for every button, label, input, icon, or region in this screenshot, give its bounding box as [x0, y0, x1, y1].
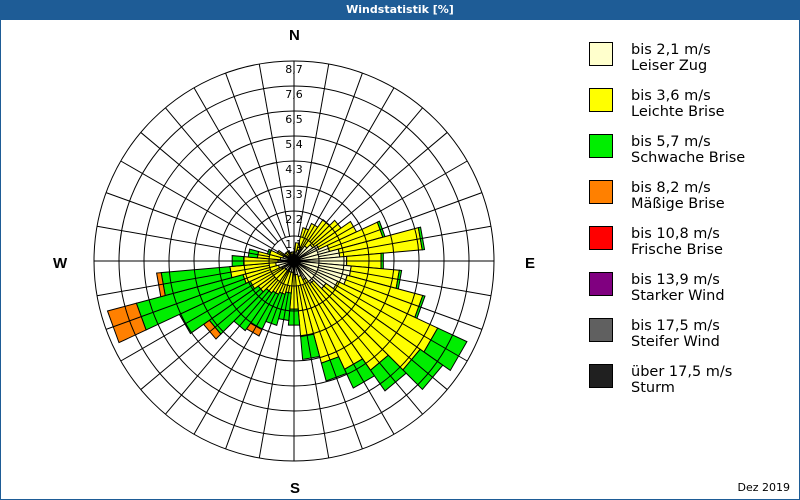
chart-title: Windstatistik [%]: [0, 0, 800, 20]
period-label: Dez 2019: [737, 481, 790, 494]
grid-spoke: [302, 284, 363, 450]
grid-spoke: [312, 132, 448, 246]
ring-label: 1,1: [285, 238, 303, 251]
grid-spoke: [96, 264, 270, 297]
grid-spoke: [165, 107, 279, 243]
grid-spoke: [293, 260, 395, 435]
legend-swatch: [589, 180, 613, 204]
compass-east: E: [525, 255, 536, 272]
grid-spoke: [293, 260, 468, 362]
legend-swatch: [589, 226, 613, 250]
grid-spoke: [140, 276, 276, 390]
grid-spoke: [318, 264, 492, 297]
grid-spoke: [293, 87, 395, 262]
legend-label: bis 3,6 m/s Leichte Brise: [631, 88, 725, 120]
ring-label: 5,4: [285, 138, 303, 151]
grid-spoke: [165, 279, 279, 415]
legend-label: bis 17,5 m/s Steifer Wind: [631, 318, 720, 350]
grid-spoke: [193, 87, 295, 262]
ring-label: 4,3: [285, 163, 303, 176]
legend-swatch: [589, 42, 613, 66]
rose-segment: [320, 356, 348, 382]
grid-spoke: [297, 63, 330, 237]
legend-speed: bis 8,2 m/s: [631, 180, 711, 196]
ring-label: 3,3: [285, 188, 303, 201]
legend-description: Leichte Brise: [631, 104, 725, 120]
legend-speed: bis 5,7 m/s: [631, 134, 711, 150]
ring-label: 8,7: [285, 63, 303, 76]
grid-spoke: [193, 260, 295, 435]
legend-label: bis 13,9 m/s Starker Wind: [631, 272, 725, 304]
legend-label: bis 8,2 m/s Mäßige Brise: [631, 180, 725, 212]
grid-spoke: [317, 269, 483, 330]
legend-swatch: [589, 364, 613, 388]
grid-spoke: [309, 279, 423, 415]
legend-description: Frische Brise: [631, 242, 723, 258]
legend-speed: bis 13,9 m/s: [631, 272, 720, 288]
ring-label: 6,5: [285, 113, 303, 126]
grid-spoke: [258, 285, 291, 459]
grid-spoke: [105, 269, 271, 330]
grid-spoke: [225, 284, 286, 450]
legend-swatch: [589, 318, 613, 342]
legend-swatch: [589, 272, 613, 296]
ring-label: 2,2: [285, 213, 303, 226]
grid-spoke: [225, 72, 286, 238]
grid-spoke: [302, 72, 363, 238]
legend-speed: bis 2,1 m/s: [631, 42, 711, 58]
legend-speed: bis 10,8 m/s: [631, 226, 720, 242]
legend-swatch: [589, 88, 613, 112]
legend-description: Schwache Brise: [631, 150, 746, 166]
rose-segment: [300, 333, 321, 361]
legend-speed: über 17,5 m/s: [631, 364, 733, 380]
compass-west: W: [53, 255, 68, 272]
legend-description: Mäßige Brise: [631, 196, 725, 212]
ring-label: 7,6: [285, 88, 303, 101]
legend-label: bis 10,8 m/s Frische Brise: [631, 226, 723, 258]
legend-label: bis 2,1 m/s Leiser Zug: [631, 42, 711, 74]
grid-spoke: [258, 63, 291, 237]
grid-spoke: [317, 192, 483, 253]
compass-south: S: [290, 480, 301, 497]
legend-swatch: [589, 134, 613, 158]
grid-spoke: [140, 132, 276, 246]
legend-label: über 17,5 m/s Sturm: [631, 364, 732, 396]
grid-spoke: [120, 160, 295, 262]
legend-description: Starker Wind: [631, 288, 725, 304]
grid-spoke: [309, 107, 423, 243]
grid-spoke: [120, 260, 295, 362]
grid-spoke: [105, 192, 271, 253]
wind-rose: 1,1 2,2 3,3 4,3 5,4 6,5 7,6 8,7: [93, 60, 495, 462]
legend-label: bis 5,7 m/s Schwache Brise: [631, 134, 745, 166]
legend-description: Leiser Zug: [631, 58, 708, 74]
rose-segment: [290, 251, 294, 255]
grid-spoke: [293, 160, 468, 262]
grid-spoke: [318, 225, 492, 258]
legend-description: Sturm: [631, 380, 675, 396]
legend-speed: bis 3,6 m/s: [631, 88, 711, 104]
legend-speed: bis 17,5 m/s: [631, 318, 720, 334]
grid-spoke: [297, 285, 330, 459]
rose-segment: [106, 302, 147, 344]
grid-spoke: [312, 276, 448, 390]
grid-spoke: [96, 225, 270, 258]
compass-north: N: [289, 27, 300, 44]
legend-description: Steifer Wind: [631, 334, 720, 350]
